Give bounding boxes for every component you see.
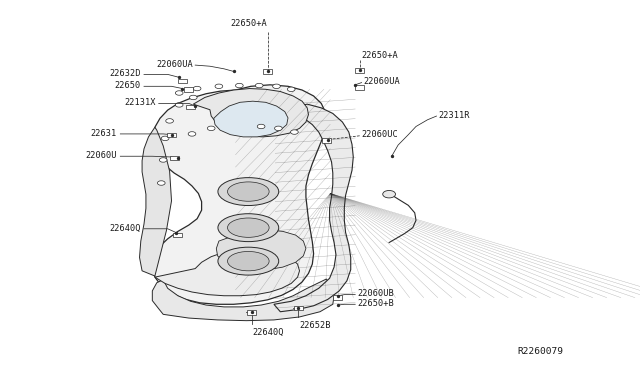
Circle shape <box>193 86 201 91</box>
Ellipse shape <box>218 247 279 275</box>
Text: 22640Q: 22640Q <box>253 328 284 337</box>
Bar <box>184 87 193 92</box>
Text: 22652B: 22652B <box>300 321 331 330</box>
Bar <box>173 233 182 237</box>
Text: 22060UC: 22060UC <box>362 130 398 139</box>
Ellipse shape <box>228 218 269 237</box>
Circle shape <box>175 91 183 95</box>
Text: 22650+B: 22650+B <box>357 299 394 308</box>
Circle shape <box>291 130 298 134</box>
Polygon shape <box>216 230 306 270</box>
Bar <box>322 138 331 143</box>
Text: 22060U: 22060U <box>86 151 117 160</box>
Bar <box>263 69 272 74</box>
Circle shape <box>207 126 215 131</box>
Circle shape <box>215 84 223 89</box>
Text: 22131X: 22131X <box>124 98 156 107</box>
Circle shape <box>159 158 167 162</box>
Polygon shape <box>152 279 334 321</box>
Circle shape <box>166 119 173 123</box>
Circle shape <box>383 190 396 198</box>
Circle shape <box>257 124 265 129</box>
Bar <box>170 156 179 160</box>
Bar <box>167 133 176 137</box>
Text: 22060UA: 22060UA <box>364 77 400 86</box>
Ellipse shape <box>218 214 279 242</box>
Text: 22632D: 22632D <box>109 69 141 78</box>
Circle shape <box>236 83 243 88</box>
Circle shape <box>275 126 282 131</box>
Bar <box>355 68 364 73</box>
Ellipse shape <box>218 178 279 205</box>
Bar <box>131 78 368 324</box>
Bar <box>294 306 303 310</box>
Polygon shape <box>152 85 326 304</box>
Bar <box>333 295 342 300</box>
Circle shape <box>157 181 165 185</box>
Circle shape <box>175 103 183 107</box>
Text: 22311R: 22311R <box>438 111 470 120</box>
Text: 22640Q: 22640Q <box>109 224 141 232</box>
Polygon shape <box>214 101 288 137</box>
Text: 22650: 22650 <box>115 81 141 90</box>
Polygon shape <box>140 127 172 276</box>
Circle shape <box>287 87 295 92</box>
Text: 22650+A: 22650+A <box>362 51 398 60</box>
Polygon shape <box>274 104 353 312</box>
Text: R2260079: R2260079 <box>517 347 563 356</box>
Bar <box>236 93 330 309</box>
Bar <box>178 79 187 83</box>
Ellipse shape <box>228 251 269 271</box>
Circle shape <box>188 132 196 136</box>
Polygon shape <box>155 248 300 296</box>
Bar <box>355 85 364 90</box>
Text: 22060UB: 22060UB <box>357 289 394 298</box>
Text: 22631: 22631 <box>91 129 117 138</box>
Bar <box>247 310 256 315</box>
Text: 22060UA: 22060UA <box>157 60 193 69</box>
Circle shape <box>189 95 197 100</box>
Bar <box>186 105 195 109</box>
Ellipse shape <box>228 182 269 201</box>
Text: 22650+A: 22650+A <box>230 19 267 28</box>
Polygon shape <box>193 89 308 137</box>
Circle shape <box>161 136 169 141</box>
Circle shape <box>255 83 263 88</box>
Circle shape <box>273 84 280 89</box>
